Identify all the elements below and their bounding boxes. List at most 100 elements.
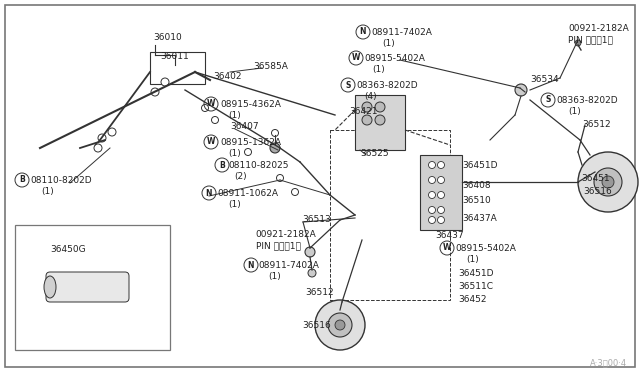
Text: 36525: 36525 [360, 149, 388, 158]
Circle shape [515, 84, 527, 96]
Text: 00921-2182A: 00921-2182A [255, 230, 316, 239]
Circle shape [362, 102, 372, 112]
Text: 08110-82025: 08110-82025 [228, 161, 289, 170]
Circle shape [375, 115, 385, 125]
Circle shape [575, 40, 581, 46]
Circle shape [429, 217, 435, 224]
Circle shape [438, 161, 445, 169]
Text: W: W [352, 54, 360, 62]
Text: 08915-4362A: 08915-4362A [220, 100, 281, 109]
Bar [330, 130, 450, 300]
Text: 36585A: 36585A [253, 62, 288, 71]
Text: W: W [443, 244, 451, 253]
Text: 08911-7402A: 08911-7402A [371, 28, 432, 37]
Text: (1): (1) [466, 255, 479, 264]
Circle shape [276, 174, 284, 182]
Text: B: B [19, 176, 25, 185]
Text: N: N [360, 28, 366, 36]
Text: 36513: 36513 [302, 215, 331, 224]
Text: 36402: 36402 [213, 72, 241, 81]
Text: W: W [207, 138, 215, 147]
Circle shape [98, 134, 106, 142]
Circle shape [429, 206, 435, 214]
Text: 36534: 36534 [530, 75, 559, 84]
Bar [15, 225, 170, 350]
Text: (1): (1) [382, 39, 395, 48]
Text: 36512: 36512 [305, 288, 333, 297]
Circle shape [335, 320, 345, 330]
Text: 36450G: 36450G [50, 245, 86, 254]
Text: 36516: 36516 [302, 321, 331, 330]
Circle shape [244, 148, 252, 155]
Text: (4): (4) [364, 92, 376, 101]
Text: 08915-1362A: 08915-1362A [220, 138, 281, 147]
Text: (1): (1) [372, 65, 385, 74]
Text: 36011: 36011 [161, 52, 189, 61]
Circle shape [438, 176, 445, 183]
Text: (1): (1) [228, 111, 241, 120]
Text: 36451D: 36451D [458, 269, 493, 278]
Circle shape [305, 247, 315, 257]
Text: PIN ピン（1）: PIN ピン（1） [568, 35, 613, 44]
Circle shape [151, 88, 159, 96]
Circle shape [429, 176, 435, 183]
Circle shape [291, 189, 298, 196]
Circle shape [315, 300, 365, 350]
Text: 08911-7402A: 08911-7402A [258, 261, 319, 270]
Circle shape [602, 176, 614, 188]
Text: 36452: 36452 [458, 295, 486, 304]
Bar [420, 155, 462, 230]
Circle shape [375, 102, 385, 112]
Text: 36451D: 36451D [462, 161, 497, 170]
Text: 36512: 36512 [582, 120, 611, 129]
Circle shape [362, 115, 372, 125]
Text: (2): (2) [234, 172, 246, 181]
Bar [355, 95, 405, 150]
Circle shape [211, 116, 218, 124]
Circle shape [438, 206, 445, 214]
Circle shape [429, 161, 435, 169]
Text: 36408: 36408 [462, 181, 491, 190]
Text: 36510: 36510 [462, 196, 491, 205]
Text: (1): (1) [568, 107, 580, 116]
Text: (1): (1) [41, 187, 54, 196]
Circle shape [429, 192, 435, 199]
Text: 36421: 36421 [349, 107, 378, 116]
Text: 36516: 36516 [583, 187, 612, 196]
Text: (1): (1) [228, 149, 241, 158]
Circle shape [94, 144, 102, 152]
Text: 08915-5402A: 08915-5402A [455, 244, 516, 253]
Circle shape [438, 192, 445, 199]
Circle shape [270, 143, 280, 153]
Bar [150, 52, 205, 84]
Text: 08363-8202D: 08363-8202D [356, 81, 418, 90]
Text: PIN ピン（1）: PIN ピン（1） [256, 241, 301, 250]
Text: N: N [248, 260, 254, 269]
Circle shape [328, 313, 352, 337]
Circle shape [271, 129, 278, 137]
Text: W: W [207, 99, 215, 109]
Text: (1): (1) [268, 272, 281, 281]
Text: 36407: 36407 [230, 122, 259, 131]
Text: 08363-8202D: 08363-8202D [556, 96, 618, 105]
Text: 08911-1062A: 08911-1062A [217, 189, 278, 198]
Circle shape [161, 78, 169, 86]
Circle shape [438, 217, 445, 224]
Text: 08110-8202D: 08110-8202D [30, 176, 92, 185]
Text: 36451: 36451 [581, 174, 610, 183]
Text: 00921-2182A: 00921-2182A [568, 24, 628, 33]
FancyBboxPatch shape [46, 272, 129, 302]
Text: (1): (1) [228, 200, 241, 209]
Circle shape [202, 105, 209, 112]
Circle shape [594, 168, 622, 196]
Text: N: N [205, 189, 212, 198]
Text: 36437A: 36437A [462, 214, 497, 223]
Circle shape [308, 269, 316, 277]
Text: S: S [545, 96, 550, 105]
Text: A·3（00·4: A·3（00·4 [590, 358, 627, 367]
Circle shape [108, 128, 116, 136]
Text: 36437: 36437 [435, 231, 463, 240]
Text: 36511C: 36511C [458, 282, 493, 291]
Text: B: B [219, 160, 225, 170]
Text: 36010: 36010 [154, 33, 182, 42]
